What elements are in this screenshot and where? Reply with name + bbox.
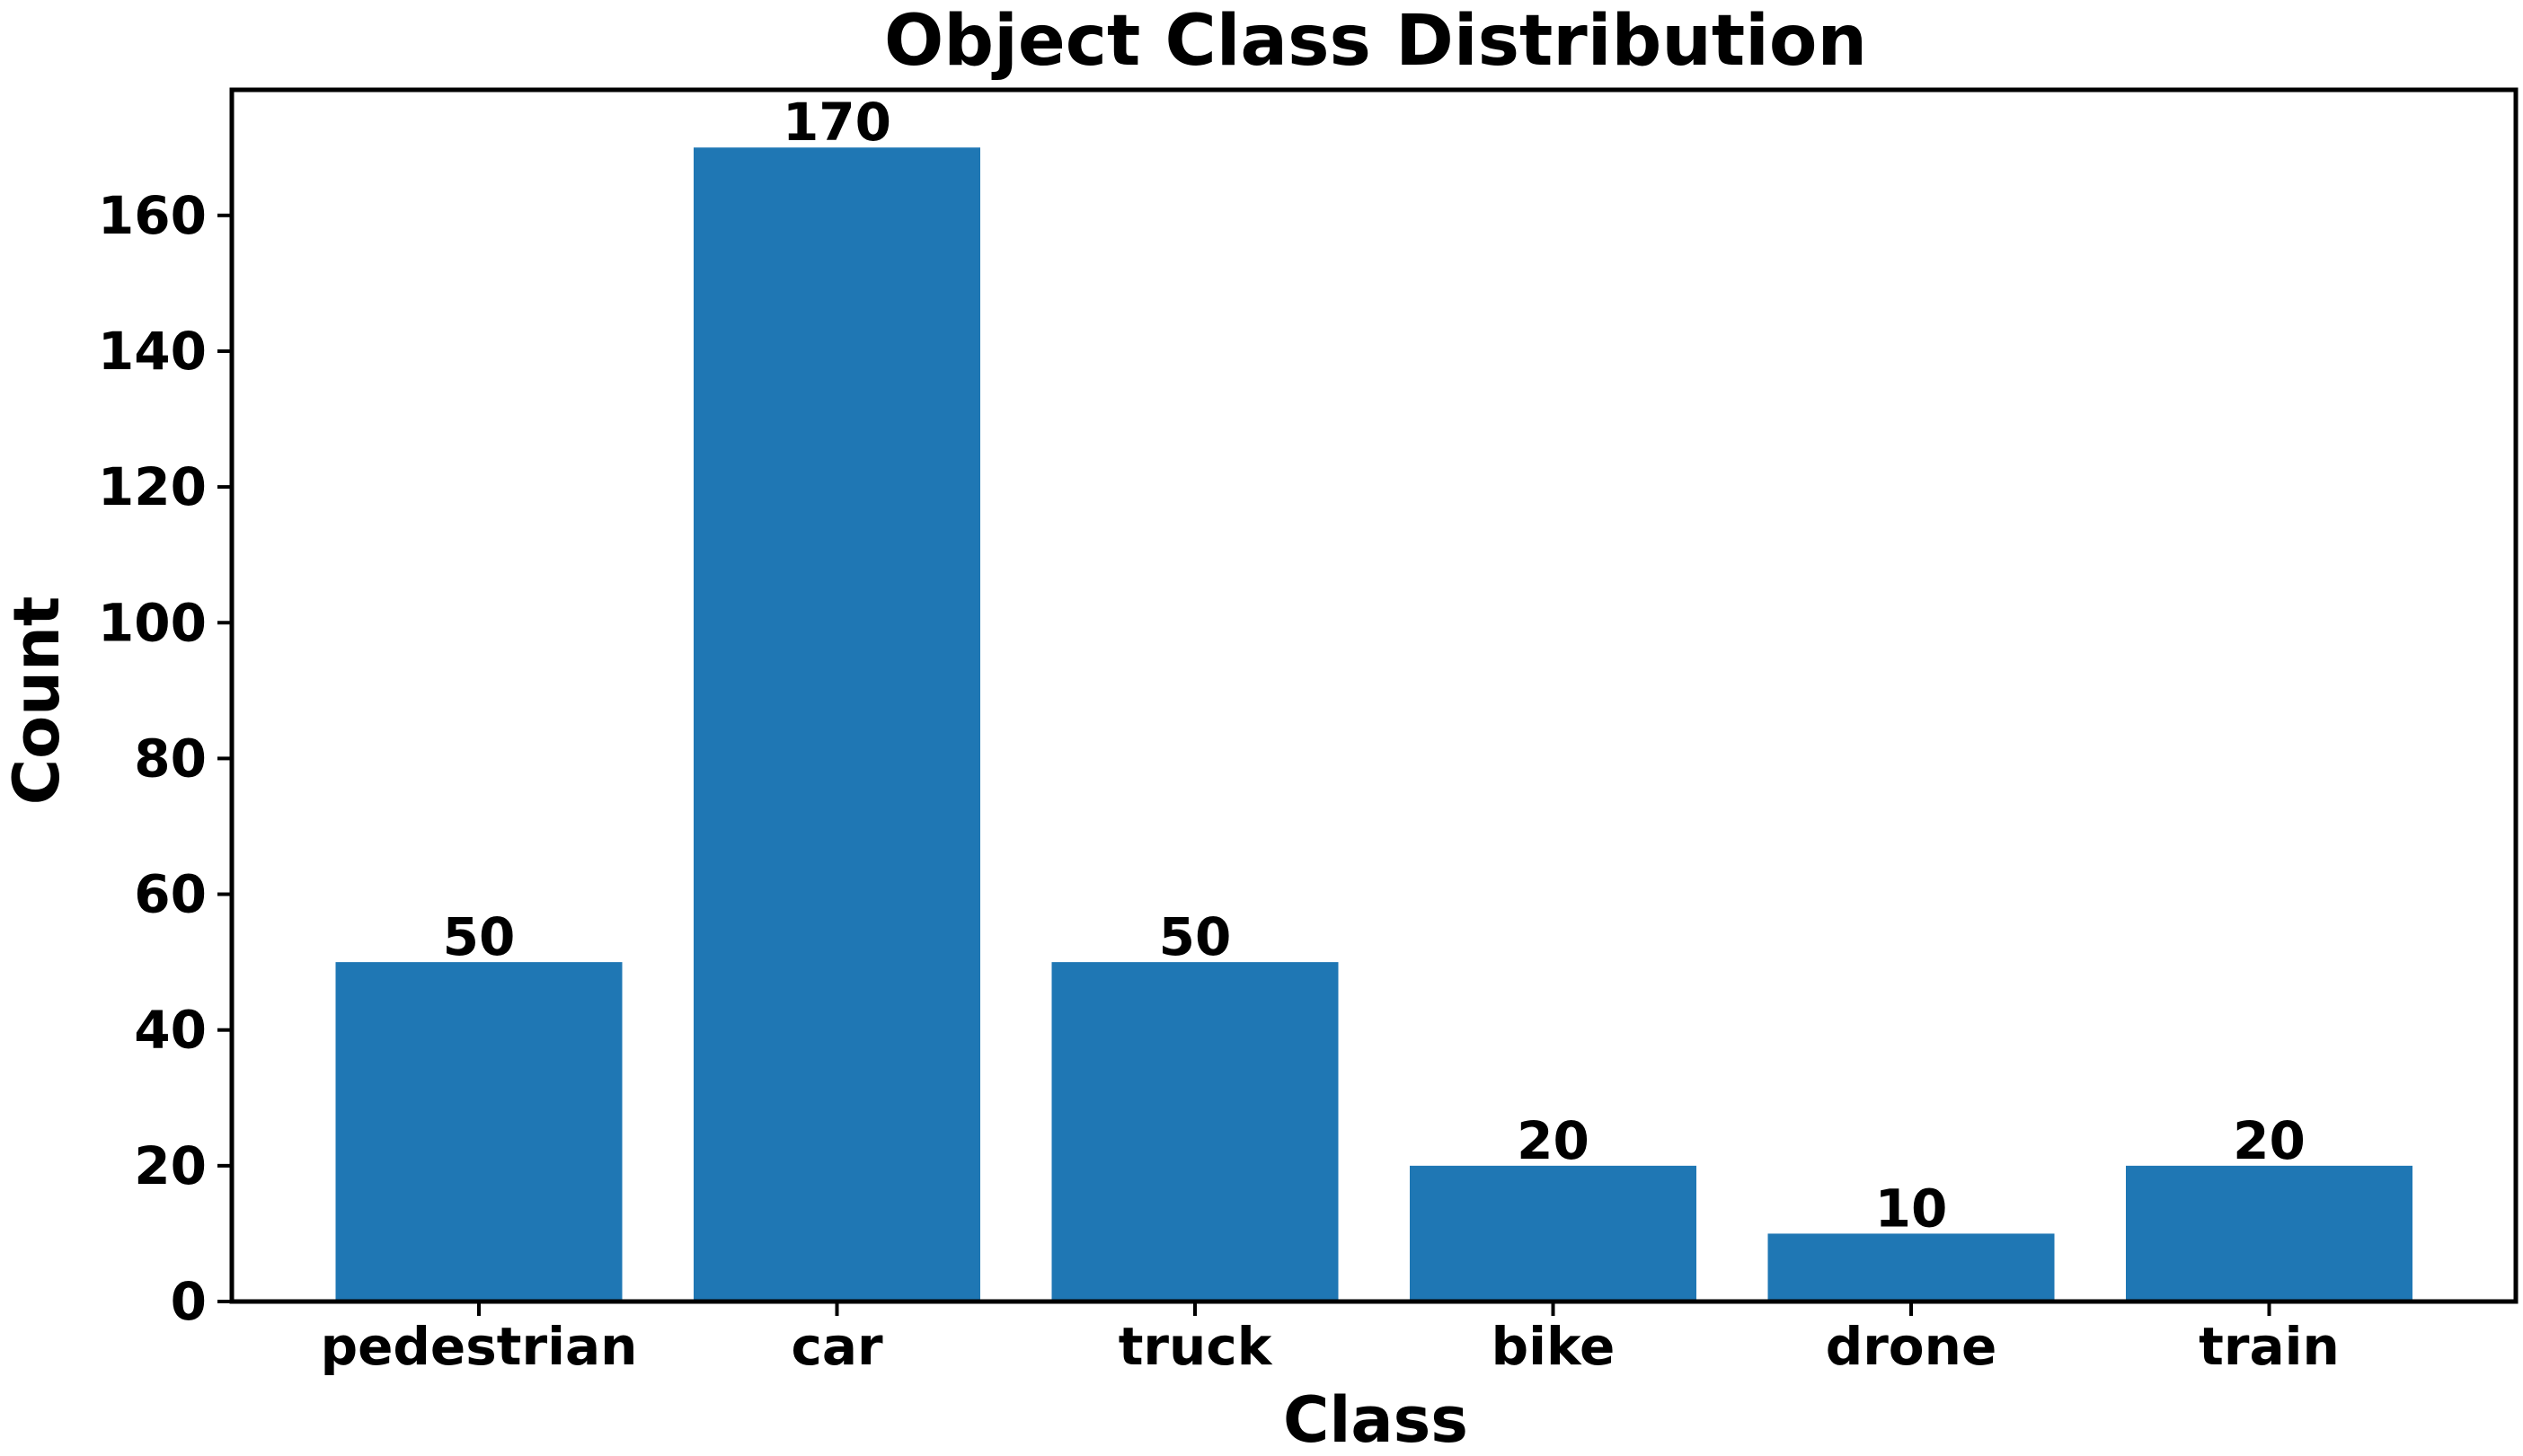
y-tick-label: 0 [171, 1271, 207, 1332]
x-tick-label-bike: bike [1492, 1316, 1616, 1377]
data-label-train: 20 [2233, 1110, 2306, 1171]
x-tick-label-car: car [791, 1316, 883, 1377]
y-tick-label: 140 [98, 321, 207, 382]
data-label-car: 170 [783, 92, 891, 153]
x-tick-label-train: train [2199, 1316, 2340, 1377]
chart-title: Object Class Distribution [884, 1, 1867, 82]
plot-frame [229, 87, 2519, 1304]
y-tick-label: 160 [98, 185, 207, 246]
y-axis: 0 20 40 60 80 100 120 140 160 [98, 185, 232, 1332]
y-tick-label: 60 [134, 864, 207, 925]
data-label-pedestrian: 50 [443, 906, 516, 967]
x-axis: pedestrian car truck bike drone train [321, 1302, 2340, 1377]
bar-pedestrian [335, 962, 623, 1302]
y-tick-label: 120 [98, 456, 207, 517]
bar-train [2126, 1165, 2412, 1302]
bars-layer [335, 147, 2412, 1302]
data-label-drone: 10 [1875, 1178, 1948, 1239]
y-tick-label: 80 [134, 728, 207, 789]
x-tick-label-pedestrian: pedestrian [321, 1316, 638, 1377]
y-tick-label: 100 [98, 592, 207, 653]
y-tick-label: 20 [134, 1135, 207, 1196]
x-tick-label-drone: drone [1826, 1316, 1997, 1377]
data-label-truck: 50 [1159, 906, 1232, 967]
y-axis-label: Count [0, 596, 74, 806]
x-axis-label: Class [1283, 1383, 1468, 1456]
data-labels-layer: 50 170 50 20 10 20 [443, 92, 2306, 1239]
bar-bike [1410, 1165, 1696, 1302]
data-label-bike: 20 [1517, 1110, 1589, 1171]
bar-drone [1767, 1233, 2055, 1302]
bar-truck [1051, 962, 1339, 1302]
x-tick-label-truck: truck [1119, 1316, 1273, 1377]
bar-car [694, 147, 980, 1302]
y-tick-label: 40 [134, 1000, 207, 1061]
